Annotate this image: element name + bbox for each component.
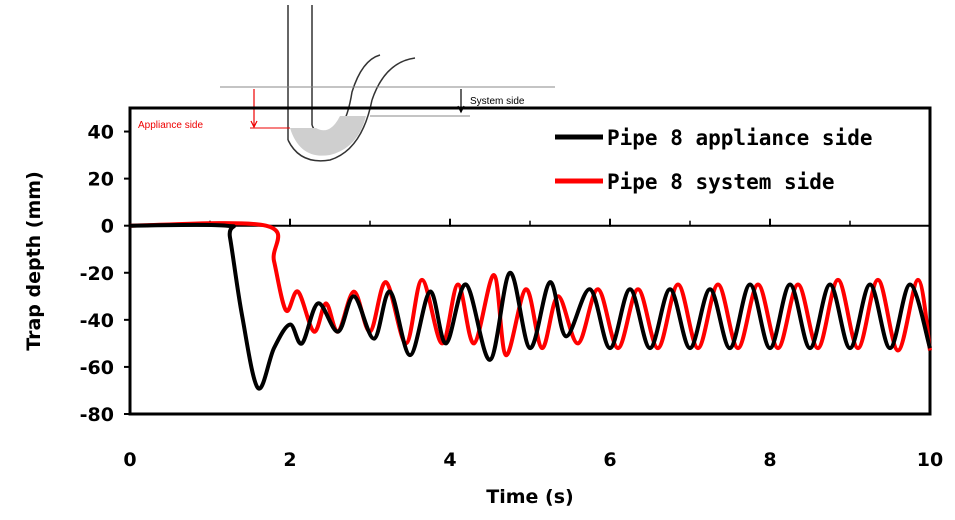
- plot-frame: [128, 106, 932, 416]
- series-line-system: [129, 221, 932, 358]
- y-tick-label: 20: [88, 169, 114, 191]
- y-tick-label: -60: [80, 357, 114, 379]
- x-tick-label: 2: [283, 449, 296, 471]
- legend: Pipe 8 appliance side Pipe 8 system side: [555, 126, 873, 194]
- x-tick-label: 0: [123, 449, 136, 471]
- inset-trap-outer: [287, 99, 373, 162]
- legend-label-system: Pipe 8 system side: [607, 170, 835, 194]
- y-tick-label: -20: [80, 263, 114, 285]
- axis-ticks: 0 2 4 6 8 10 40 20 0 -20 -40 -60 -80: [80, 122, 944, 471]
- x-tick-label: 10: [917, 449, 943, 471]
- y-tick-label: 0: [101, 216, 114, 238]
- inset-appliance-label: Appliance side: [138, 120, 203, 131]
- x-axis-title: Time (s): [486, 486, 573, 508]
- x-tick-label: 8: [763, 449, 776, 471]
- trap-diagram-inset: Appliance side System side: [138, 5, 555, 162]
- inset-pipe-right: [371, 57, 416, 101]
- y-axis-title: Trap depth (mm): [23, 171, 45, 351]
- inset-system-label: System side: [470, 96, 525, 107]
- series-layer: [129, 221, 932, 391]
- y-tick-label: 40: [88, 122, 114, 144]
- series-line-appliance: [129, 222, 932, 391]
- x-tick-label: 4: [443, 449, 456, 471]
- y-tick-label: -40: [80, 310, 114, 332]
- inset-water: [290, 116, 366, 156]
- x-tick-label: 6: [603, 449, 616, 471]
- y-tick-label: -80: [80, 404, 114, 426]
- legend-label-appliance: Pipe 8 appliance side: [607, 126, 873, 150]
